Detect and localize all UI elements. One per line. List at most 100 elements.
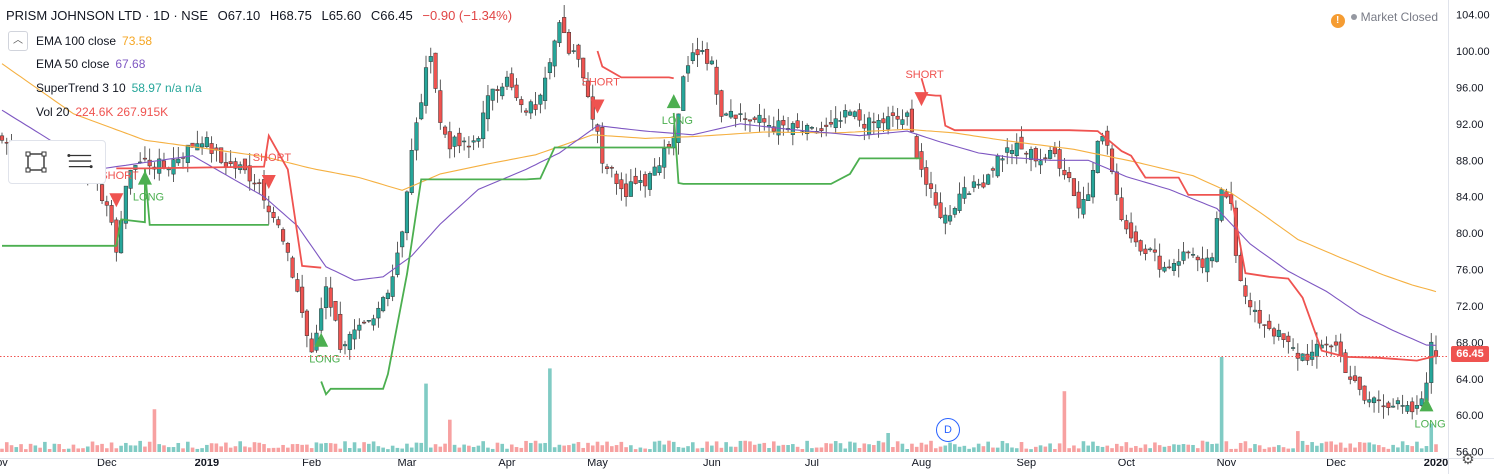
volume-bar: [195, 448, 200, 452]
volume-bar: [1377, 445, 1381, 452]
y-tick-label: 72.00: [1456, 301, 1484, 313]
candle-body: [1400, 405, 1405, 407]
candle-body: [1167, 266, 1172, 269]
volume-bar: [1281, 447, 1286, 452]
volume-bar: [1095, 445, 1100, 452]
volume-bar: [676, 447, 681, 452]
candle-body: [609, 167, 614, 169]
candle-body: [614, 173, 619, 185]
volume-bar: [1153, 442, 1157, 452]
candle-body: [1171, 263, 1177, 271]
volume-bar: [1019, 442, 1024, 452]
volume-bar: [85, 446, 90, 452]
warning-icon[interactable]: !: [1330, 14, 1345, 28]
indicator-volume[interactable]: Vol 20 224.6K 267.915K: [36, 105, 168, 119]
supertrend-up: [2, 168, 269, 247]
candle-body: [1262, 324, 1267, 326]
candle-body: [700, 50, 705, 52]
volume-bar: [200, 448, 204, 452]
volume-bar: [286, 447, 290, 452]
candle-body: [862, 123, 867, 129]
volume-bar: [1262, 448, 1267, 452]
indicator-value: 67.68: [115, 57, 146, 71]
volume-bar: [776, 445, 781, 452]
volume-bar: [833, 441, 838, 452]
volume-bar: [1134, 446, 1138, 452]
volume-bar: [600, 445, 605, 452]
y-tick-label: 64.00: [1456, 374, 1484, 386]
volume-bar: [976, 443, 981, 452]
volume-bar: [219, 446, 223, 452]
candle-body: [1329, 345, 1334, 348]
candle-body: [943, 214, 948, 224]
volume-bar: [938, 446, 943, 452]
x-tick-label: 2020: [1424, 457, 1448, 469]
volume-bar: [762, 442, 767, 452]
volume-bar: [819, 447, 824, 452]
volume-bar: [33, 445, 38, 452]
candle-body: [1205, 257, 1210, 273]
dividend-marker[interactable]: D: [936, 418, 960, 442]
candle-body: [490, 88, 495, 101]
volume-bar: [1434, 444, 1438, 452]
volume-bar: [4, 442, 9, 452]
candle-body: [805, 124, 810, 135]
candle-body: [371, 318, 376, 326]
volume-bar: [919, 442, 924, 452]
indicator-ema100[interactable]: EMA 100 close 73.58: [36, 34, 152, 48]
volume-bar: [214, 443, 219, 452]
volume-bar: [190, 447, 195, 452]
candle-body: [886, 116, 891, 130]
candle-body: [1333, 341, 1339, 346]
x-tick-label: Mar: [397, 457, 416, 469]
volume-bar: [1010, 447, 1014, 452]
y-tick-label: 92.00: [1456, 119, 1484, 131]
volume-bar: [28, 443, 33, 452]
volume-bar: [1100, 446, 1105, 452]
volume-bar: [567, 445, 571, 452]
volume-bar: [619, 441, 624, 452]
candle-body: [919, 151, 924, 170]
candle-body: [1381, 405, 1386, 408]
volume-bar: [1186, 444, 1191, 452]
indicator-ema50[interactable]: EMA 50 close 67.68: [36, 57, 145, 71]
rectangle-tool-icon[interactable]: [23, 149, 49, 175]
candle-body: [795, 120, 800, 128]
indicator-supertrend[interactable]: SuperTrend 3 10 58.97 n/a n/a: [36, 81, 202, 95]
volume-bar: [319, 443, 323, 452]
volume-bar: [295, 443, 300, 452]
candle-body: [638, 180, 643, 183]
candle-body: [876, 119, 881, 129]
volume-bar: [276, 447, 281, 452]
volume-bar: [686, 446, 690, 452]
volume-bar: [1181, 444, 1186, 452]
volume-bar: [695, 448, 700, 452]
candle-body: [481, 112, 486, 140]
volume-bar: [738, 440, 743, 452]
candle-body: [1014, 142, 1019, 157]
candle-body: [633, 175, 638, 184]
volume-bar: [395, 447, 400, 452]
candle-body: [176, 158, 181, 164]
volume-bar: [1029, 449, 1033, 452]
candle-body: [457, 132, 462, 147]
candle-body: [1405, 405, 1410, 412]
settings-gear-icon[interactable]: ⚙: [1461, 451, 1475, 468]
volume-bar: [705, 441, 709, 452]
candle-body: [319, 308, 324, 331]
collapse-legend-button[interactable]: ︿: [8, 31, 28, 51]
x-tick-label: Jun: [703, 457, 721, 469]
candle-body: [662, 148, 667, 168]
volume-bar: [76, 448, 81, 452]
candle-body: [104, 201, 109, 206]
volume-bar: [24, 449, 28, 452]
volume-bar: [843, 448, 848, 452]
volume-bar: [848, 441, 852, 452]
candle-body: [604, 166, 610, 169]
candle-body: [1124, 220, 1129, 230]
candle-body: [509, 73, 514, 88]
volume-bar: [114, 448, 119, 452]
candle-body: [838, 120, 843, 122]
lines-tool-icon[interactable]: [67, 149, 93, 175]
